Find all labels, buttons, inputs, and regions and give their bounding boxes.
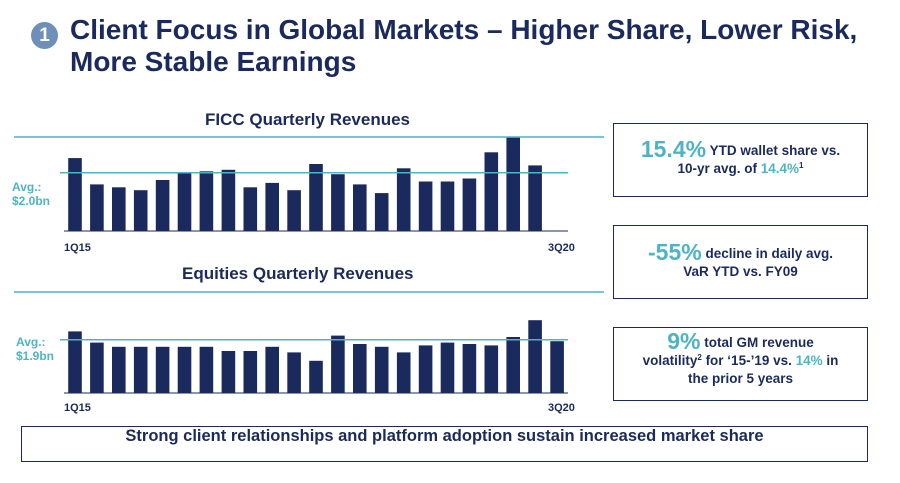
var-decline-stat-box: -55% decline in daily avg. VaR YTD vs. F…	[613, 225, 868, 299]
revenue-volatility-text-2a: volatility	[642, 353, 698, 368]
equities-bar-1Q15	[68, 331, 82, 393]
equities-bar-1Q20	[506, 337, 520, 393]
equities-bar-2Q17	[265, 346, 279, 393]
equities-bar-3Q16	[199, 346, 214, 393]
ficc-average-label-line-1: Avg.:	[12, 180, 42, 194]
revenue-volatility-stat-box: 9% total GM revenue volatility2 for ‘15-…	[613, 327, 868, 401]
equities-bar-1Q18	[331, 335, 345, 393]
wallet-share-text-2: 10-yr avg. of	[677, 161, 761, 176]
footer-message: Strong client relationships and platform…	[21, 426, 868, 462]
footnote-1: 1	[799, 161, 804, 170]
ficc-bar-4Q16	[221, 169, 236, 231]
section-number-badge: 1	[31, 22, 58, 49]
revenue-volatility-text-2b: for ‘15-’19 vs.	[701, 353, 796, 368]
equities-bar-3Q15	[112, 346, 126, 393]
ficc-bar-3Q17	[287, 190, 301, 231]
ficc-bar-2Q20	[528, 165, 542, 231]
revenue-volatility-line-3: the prior 5 years	[687, 371, 794, 386]
equities-bar-2Q16	[177, 346, 192, 393]
equities-bar-2Q15	[90, 342, 104, 393]
ficc-bar-3Q18	[374, 193, 389, 231]
wallet-share-line-1: 15.4% YTD wallet share vs.	[614, 138, 867, 161]
ficc-bar-2Q15	[90, 184, 104, 231]
var-decline-value: -55%	[648, 239, 702, 265]
equities-tick-end: 3Q20	[548, 402, 575, 414]
revenue-volatility-text-2c: in	[822, 353, 839, 368]
ficc-bar-1Q17	[243, 187, 258, 231]
page-title-line-2: More Stable Earnings	[70, 46, 357, 77]
equities-bar-2Q19	[440, 342, 455, 393]
ficc-average-label-line-2: $2.0bn	[12, 194, 51, 208]
ficc-bar-3Q15	[112, 187, 126, 231]
ficc-tick-end: 3Q20	[548, 242, 575, 254]
page-title-line-1: Client Focus in Global Markets – Higher …	[70, 14, 858, 45]
ficc-bar-2Q16	[177, 172, 192, 231]
revenue-volatility-line-2: volatility2 for ‘15-’19 vs. 14% in	[614, 352, 867, 370]
equities-bar-3Q20	[550, 341, 564, 393]
wallet-share-text-1: YTD wallet share vs.	[706, 143, 841, 158]
equities-bar-4Q19	[484, 345, 499, 393]
equities-tick-start: 1Q15	[64, 402, 91, 414]
revenue-volatility-text-1: total GM revenue	[700, 335, 814, 350]
equities-average-label-line-2: $1.9bn	[16, 349, 55, 363]
equities-bar-3Q19	[462, 344, 477, 393]
equities-bar-2Q20	[528, 320, 542, 393]
ficc-bar-3Q19	[462, 178, 477, 231]
ficc-bar-2Q17	[265, 182, 279, 231]
ficc-bar-1Q18	[331, 174, 345, 231]
equities-bar-1Q19	[418, 345, 433, 393]
equities-bar-4Q16	[221, 351, 236, 393]
footnote-2: 2	[697, 353, 702, 362]
equities-average-label-line-1: Avg.:	[16, 335, 46, 349]
ficc-bar-3Q16	[199, 171, 214, 231]
ficc-bar-1Q20	[506, 137, 520, 231]
ficc-bar-4Q18	[396, 168, 411, 231]
ficc-bar-2Q18	[353, 184, 367, 231]
wallet-share-average: 14.4%	[760, 161, 800, 176]
equities-bar-3Q18	[374, 346, 389, 393]
ficc-average-label: Avg.: $2.0bn	[12, 180, 50, 208]
equities-bar-3Q17	[287, 352, 301, 393]
ficc-bar-2Q19	[440, 181, 455, 231]
var-decline-line-2: VaR YTD vs. FY09	[683, 264, 798, 279]
equities-bar-4Q15	[133, 346, 148, 393]
var-decline-text-1: decline in daily avg.	[701, 246, 833, 261]
revenue-volatility-prior: 14%	[795, 353, 823, 368]
var-decline-line-1: -55% decline in daily avg.	[614, 241, 867, 264]
ficc-bar-1Q16	[155, 180, 170, 231]
wallet-share-stat-box: 15.4% YTD wallet share vs. 10-yr avg. of…	[613, 123, 868, 197]
ficc-tick-start: 1Q15	[64, 242, 91, 254]
page-title: Client Focus in Global Markets – Higher …	[70, 14, 890, 78]
equities-bar-4Q18	[396, 352, 411, 393]
revenue-volatility-value: 9%	[667, 328, 701, 354]
wallet-share-value: 15.4%	[640, 136, 707, 162]
equities-average-label: Avg.: $1.9bn	[16, 335, 54, 363]
wallet-share-line-2: 10-yr avg. of 14.4%1	[614, 160, 867, 178]
equities-chart-title: Equities Quarterly Revenues	[182, 264, 414, 283]
ficc-bar-1Q19	[418, 181, 433, 231]
equities-bar-1Q17	[243, 351, 258, 393]
equities-bar-4Q17	[309, 360, 323, 393]
equities-bar-1Q16	[155, 346, 170, 393]
ficc-bar-1Q15	[68, 158, 82, 231]
equities-bar-2Q18	[353, 344, 367, 393]
ficc-bar-4Q15	[133, 190, 148, 231]
ficc-bar-4Q17	[309, 164, 323, 231]
revenue-volatility-line-1: 9% total GM revenue	[614, 330, 867, 353]
ficc-chart-title: FICC Quarterly Revenues	[205, 110, 411, 129]
